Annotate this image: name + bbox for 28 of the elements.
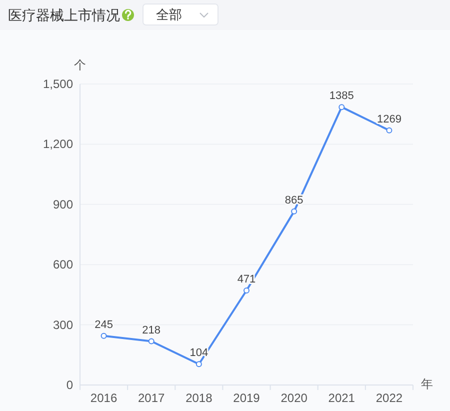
y-tick-label: 900 [52, 197, 74, 212]
x-tick-label: 2018 [186, 391, 213, 405]
y-tick-label: 1,200 [42, 137, 74, 152]
x-axis-title: 年 [421, 377, 433, 391]
point [244, 287, 250, 294]
point [196, 361, 202, 368]
data-label: 245 [94, 318, 113, 331]
data-label: 218 [142, 324, 161, 336]
data-label: 1385 [329, 90, 354, 102]
y-axis-title: 个 [74, 58, 86, 72]
point [291, 208, 298, 214]
x-tick-label: 2020 [280, 391, 308, 405]
point [100, 332, 107, 339]
y-tick-label: 300 [52, 318, 74, 332]
x-tick-label: 2017 [138, 391, 166, 405]
point [148, 338, 154, 344]
data-label: 1269 [376, 113, 402, 126]
x-tick-label: 2016 [90, 391, 118, 405]
x-tick-label: 2021 [328, 391, 356, 405]
text: 全部 [156, 7, 182, 22]
chart-title: 医疗器械上市情况 [8, 7, 120, 23]
y-tick-label: 600 [52, 258, 74, 272]
point [386, 127, 392, 134]
point [338, 104, 345, 110]
y-tick-label: 0 [66, 378, 74, 392]
y-tick-label: 1,500 [42, 77, 74, 91]
x-tick-label: 2019 [233, 391, 260, 405]
x-tick-label: 2022 [376, 391, 403, 405]
